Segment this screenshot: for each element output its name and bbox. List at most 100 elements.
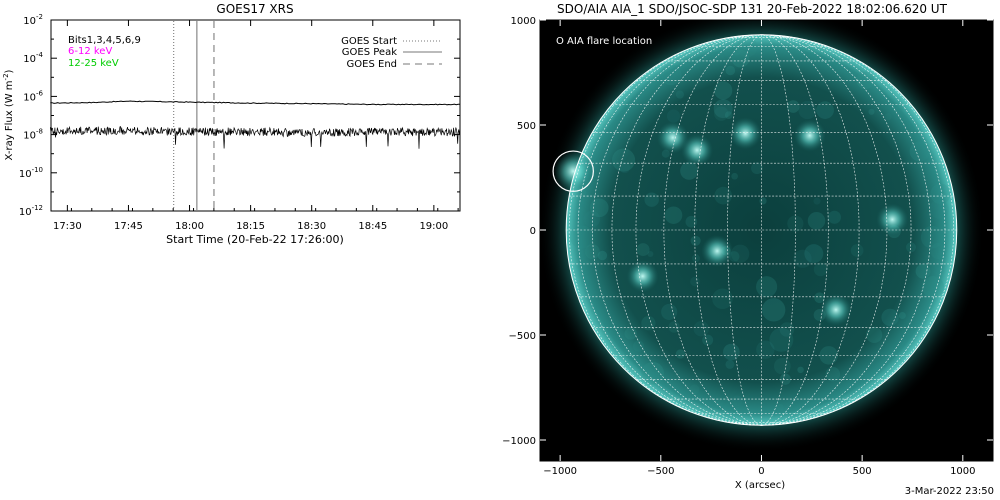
grid-longitude-line: [761, 34, 946, 426]
goes-event-markers: [173, 21, 215, 210]
diffuse-brightening: [680, 161, 699, 180]
diffuse-brightening: [584, 244, 600, 260]
diffuse-brightening: [776, 403, 784, 412]
diffuse-brightening: [884, 113, 892, 121]
diffuse-brightening: [668, 321, 680, 333]
goes-x-tick-label: 18:45: [358, 221, 387, 232]
diffuse-brightening: [866, 326, 883, 344]
active-regions: [553, 36, 951, 412]
active-region: [876, 203, 909, 236]
diffuse-brightening: [909, 141, 930, 162]
diffuse-brightening: [769, 327, 794, 352]
aia-y-tick-label: 1000: [511, 16, 536, 27]
diffuse-brightening: [759, 197, 767, 205]
diffuse-brightening: [647, 251, 654, 258]
active-region: [553, 151, 594, 192]
diffuse-brightening: [819, 346, 838, 365]
diffuse-brightening: [731, 49, 750, 68]
diffuse-brightening: [633, 340, 645, 352]
aia-y-tick-label: 0: [530, 226, 536, 237]
aia-title: SDO/AIA AIA_1 SDO/JSOC-SDP 131 20-Feb-20…: [557, 2, 948, 16]
diffuse-brightening: [756, 276, 778, 298]
aia-y-tick-label: −500: [509, 331, 536, 342]
diffuse-brightening: [930, 183, 951, 204]
diffuse-brightening: [751, 162, 763, 175]
flare-location-legend: O AIA flare location: [556, 36, 652, 47]
diffuse-brightening: [689, 384, 700, 395]
diffuse-brightening: [702, 334, 714, 346]
goes-x-tick-label: 18:00: [175, 221, 204, 232]
diffuse-brightening: [664, 206, 683, 224]
active-region: [656, 121, 689, 154]
goes-y-axis-label: X-ray Flux (W m-2): [2, 69, 15, 160]
legend-goes-peak: GOES Peak: [342, 47, 397, 58]
grid-longitude-line: [577, 34, 762, 426]
active-region: [681, 134, 714, 167]
goes-flux-series: [49, 100, 461, 149]
diffuse-brightening: [641, 361, 664, 385]
goes-x-tick-label: 17:45: [114, 221, 143, 232]
diffuse-brightening: [761, 298, 786, 322]
grid-longitude-line: [761, 34, 955, 426]
heliographic-grid: [566, 34, 957, 426]
diffuse-brightening: [731, 395, 743, 407]
grid-longitude-line: [663, 34, 762, 426]
diffuse-brightening: [850, 244, 864, 257]
diffuse-brightening: [661, 303, 678, 321]
aia-frame: [539, 19, 994, 462]
diffuse-brightening: [693, 320, 709, 337]
active-region: [819, 293, 852, 326]
active-region: [793, 119, 826, 152]
diffuse-brightening: [786, 100, 800, 113]
aia-x-tick-label: 500: [853, 466, 872, 477]
diffuse-brightening: [714, 106, 729, 121]
grid-longitude-line: [694, 34, 762, 426]
goes-x-tick-label: 17:30: [53, 221, 82, 232]
diffuse-brightening: [714, 81, 733, 100]
aia-x-tick-label: 1000: [950, 466, 975, 477]
series-12-25-kev: [49, 125, 461, 149]
active-region: [701, 235, 734, 267]
grid-longitude-line: [727, 34, 762, 426]
diffuse-brightening: [732, 47, 741, 56]
goes-y-tick-label: 10-10: [19, 166, 43, 180]
flare-location-circle: [552, 150, 594, 192]
grid-longitude-line: [761, 34, 829, 426]
goes-y-tick-label: 10-2: [23, 13, 43, 27]
diffuse-brightening: [736, 36, 758, 58]
diffuse-brightening: [690, 276, 700, 287]
goes-y-axis: 10-2 10-4 10-6 10-8 10-10 10-12: [19, 13, 460, 218]
aia-y-axis: −1000 −500 0 500 1000: [502, 16, 993, 447]
diffuse-brightening: [583, 210, 601, 228]
diffuse-brightening: [723, 343, 740, 361]
grid-longitude-line: [761, 34, 860, 426]
diffuse-brightening: [898, 311, 906, 320]
diffuse-brightening: [807, 212, 826, 230]
legend-goes-end: GOES End: [347, 59, 397, 70]
aia-y-tick-label: 500: [517, 121, 536, 132]
legend-6-12kev: 6-12 keV: [68, 46, 112, 57]
diffuse-brightening: [570, 225, 594, 249]
goes-plot-frame: [50, 19, 461, 212]
diffuse-brightening: [714, 186, 732, 205]
diffuse-brightening: [814, 292, 825, 304]
diffuse-brightening: [685, 215, 698, 228]
diffuse-brightening: [725, 359, 735, 369]
diffuse-brightening: [644, 192, 659, 207]
aia-x-tick-label: 0: [758, 466, 764, 477]
diffuse-brightening: [589, 198, 609, 218]
goes-event-legend: GOES Start GOES Peak GOES End: [341, 36, 442, 70]
goes-x-axis-label: Start Time (20-Feb-22 17:26:00): [166, 233, 344, 246]
diffuse-brightening: [779, 322, 795, 337]
diffuse-brightening: [798, 100, 817, 120]
goes-y-tick-label: 10-6: [23, 89, 43, 103]
diffuse-brightening: [624, 327, 637, 340]
aia-x-tick-label: −1000: [543, 466, 577, 477]
active-region: [626, 260, 659, 293]
goes-x-tick-label: 18:15: [236, 221, 265, 232]
goes-bits-label: Bits1,3,4,5,6,9: [68, 35, 141, 46]
aia-x-axis-label: X (arcsec): [735, 480, 785, 491]
diffuse-brightening: [920, 225, 944, 249]
goes-xrs-panel: GOES17 XRS 10-2 10-4 10-6 10-8 10-10 10-12 17…: [2, 2, 461, 246]
